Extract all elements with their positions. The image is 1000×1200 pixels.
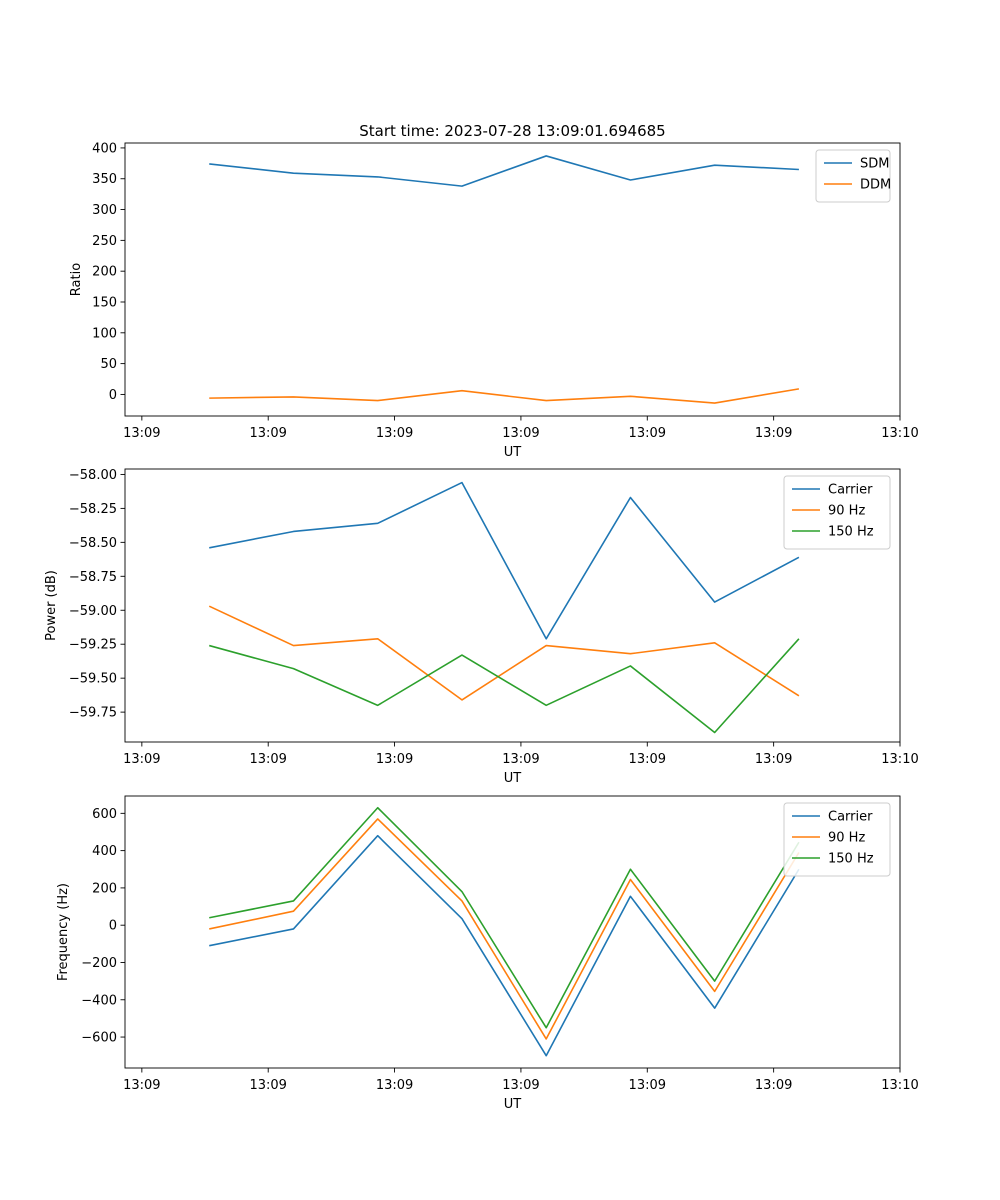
power-x-tick-label: 13:10 [881, 752, 918, 767]
ratio-y-tick-label: 250 [92, 234, 117, 249]
frequency-x-tick-label: 13:10 [881, 1078, 918, 1093]
power-x-tick-label: 13:09 [249, 752, 286, 767]
frequency-x-tick-label: 13:09 [123, 1078, 160, 1093]
power-legend-label-150-hz: 150 Hz [828, 525, 874, 540]
ratio-x-tick-label: 13:09 [629, 426, 666, 441]
power-y-tick-label: −58.75 [69, 570, 117, 585]
power-panel: 13:09 13:09 13:09 13:09 13:09 13:09 13:10 −58.0… [44, 468, 919, 786]
power-x-tick-label: 13:09 [502, 752, 539, 767]
power-y-tick-label: −59.50 [69, 672, 117, 687]
ratio-panel: 13:09 13:09 13:09 13:09 13:09 13:09 13:10 0 50 10… [69, 141, 919, 460]
power-y-tick-label: −58.25 [69, 502, 117, 517]
frequency-y-tick-label: 600 [92, 807, 117, 822]
frequency-axes-frame [124, 795, 901, 1069]
frequency-x-tick-label: 13:09 [629, 1078, 666, 1093]
frequency-panel: 13:09 13:09 13:09 13:09 13:09 13:09 13:10 −600 −… [56, 795, 919, 1112]
frequency-y-tick-label: 0 [109, 919, 117, 934]
power-y-tick-label: −59.25 [69, 638, 117, 653]
frequency-x-tick-label: 13:09 [376, 1078, 413, 1093]
ratio-x-tick-label: 13:09 [502, 426, 539, 441]
ratio-series-line-ddm [209, 388, 800, 404]
power-y-tick-label: −58.00 [69, 468, 117, 483]
ratio-y-tick-label: 200 [92, 265, 117, 280]
power-legend-label-90-hz: 90 Hz [828, 504, 865, 519]
power-x-tick-label: 13:09 [123, 752, 160, 767]
frequency-y-tick-label: −200 [81, 956, 117, 971]
power-x-tick-label: 13:09 [755, 752, 792, 767]
frequency-legend-label-carrier: Carrier [828, 810, 873, 825]
power-series-line-carrier [209, 481, 800, 640]
ratio-series-line-sdm [209, 155, 799, 187]
power-y-axis-label: Power (dB) [44, 570, 59, 641]
frequency-x-tick-label: 13:09 [755, 1078, 792, 1093]
ratio-x-tick-label: 13:10 [881, 426, 918, 441]
ratio-x-axis-label: UT [504, 445, 522, 460]
power-series-line-150-hz [209, 638, 800, 734]
figure-title: Start time: 2023-07-28 13:09:01.694685 [359, 122, 665, 140]
frequency-legend-label-150-hz: 150 Hz [828, 852, 874, 867]
ratio-legend-label-sdm: SDM [860, 157, 889, 172]
ratio-y-tick-label: 0 [109, 388, 117, 403]
ratio-legend-label-ddm: DDM [860, 178, 891, 193]
frequency-series-line-carrier [209, 834, 800, 1057]
power-series-line-90-hz [208, 605, 800, 701]
ratio-y-tick-label: 50 [100, 357, 117, 372]
frequency-y-tick-label: −600 [81, 1031, 117, 1046]
ratio-y-tick-label: 150 [92, 295, 117, 310]
ratio-y-tick-label: 100 [92, 326, 117, 341]
ratio-y-axis-label: Ratio [69, 263, 84, 296]
ratio-axes-frame [124, 142, 901, 417]
power-axes-frame [124, 468, 901, 743]
frequency-y-axis-label: Frequency (Hz) [56, 883, 71, 981]
ratio-x-tick-label: 13:09 [123, 426, 160, 441]
frequency-x-axis-label: UT [504, 1097, 522, 1112]
frequency-x-tick-label: 13:09 [249, 1078, 286, 1093]
ratio-x-tick-label: 13:09 [249, 426, 286, 441]
ratio-y-tick-label: 300 [92, 203, 117, 218]
power-y-tick-label: −59.00 [69, 604, 117, 619]
power-y-tick-label: −58.50 [69, 536, 117, 551]
frequency-series-line-150-hz [209, 806, 800, 1029]
power-x-tick-label: 13:09 [376, 752, 413, 767]
power-x-tick-label: 13:09 [629, 752, 666, 767]
power-y-tick-label: −59.75 [69, 706, 117, 721]
frequency-legend-label-90-hz: 90 Hz [828, 831, 865, 846]
ratio-y-tick-label: 400 [92, 141, 117, 156]
frequency-x-tick-label: 13:09 [502, 1078, 539, 1093]
frequency-y-tick-label: 200 [92, 881, 117, 896]
ratio-y-tick-label: 350 [92, 172, 117, 187]
frequency-y-tick-label: 400 [92, 844, 117, 859]
ratio-x-tick-label: 13:09 [755, 426, 792, 441]
power-legend-label-carrier: Carrier [828, 483, 873, 498]
ratio-x-tick-label: 13:09 [376, 426, 413, 441]
frequency-y-tick-label: −400 [81, 993, 117, 1008]
power-x-axis-label: UT [504, 771, 522, 786]
frequency-series-line-90-hz [209, 818, 800, 1040]
